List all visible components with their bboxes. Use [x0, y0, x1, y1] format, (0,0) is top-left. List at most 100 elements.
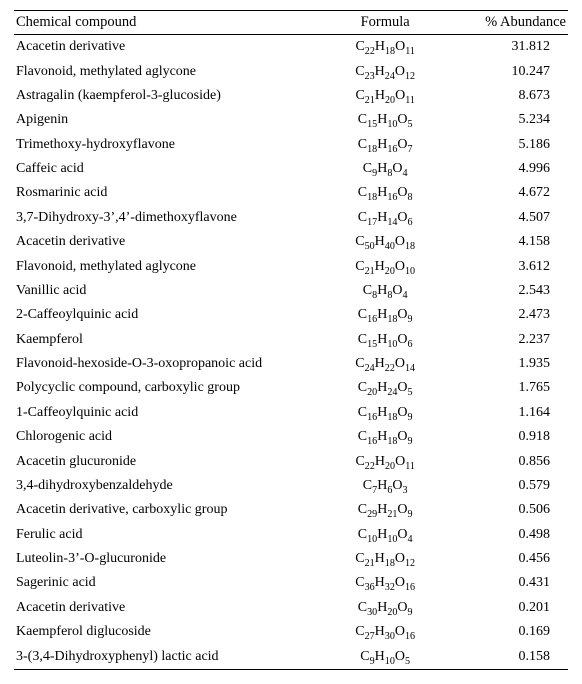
cell-compound: 3-(3,4-Dihydroxyphenyl) lactic acid: [14, 644, 324, 669]
cell-formula: C15H10O5: [324, 108, 446, 132]
cell-compound: 2-Caffeoylquinic acid: [14, 303, 324, 327]
cell-abundance: 0.918: [446, 425, 568, 449]
cell-abundance: 5.234: [446, 108, 568, 132]
table-row: Vanillic acidC8H8O42.543: [14, 279, 568, 303]
table-row: 3-(3,4-Dihydroxyphenyl) lactic acidC9H10…: [14, 644, 568, 669]
cell-abundance: 31.812: [446, 35, 568, 60]
cell-formula: C8H8O4: [324, 279, 446, 303]
table-row: Acacetin glucuronideC22H20O110.856: [14, 449, 568, 473]
cell-compound: 3,7-Dihydroxy-3’,4’-dimethoxyflavone: [14, 206, 324, 230]
cell-compound: Caffeic acid: [14, 157, 324, 181]
table-row: Acacetin derivative, carboxylic groupC29…: [14, 498, 568, 522]
cell-formula: C10H10O4: [324, 523, 446, 547]
cell-abundance: 0.498: [446, 523, 568, 547]
table-row: ApigeninC15H10O55.234: [14, 108, 568, 132]
table-row: Acacetin derivativeC30H20O90.201: [14, 596, 568, 620]
table-row: Acacetin derivativeC50H40O184.158: [14, 230, 568, 254]
table-row: Sagerinic acidC36H32O160.431: [14, 571, 568, 595]
table-row: 1-Caffeoylquinic acidC16H18O91.164: [14, 401, 568, 425]
cell-abundance: 8.673: [446, 84, 568, 108]
cell-abundance: 0.579: [446, 474, 568, 498]
table-row: Flavonoid, methylated aglyconeC23H24O121…: [14, 59, 568, 83]
table-row: Trimethoxy-hydroxyflavoneC18H16O75.186: [14, 133, 568, 157]
cell-compound: Luteolin-3’-O-glucuronide: [14, 547, 324, 571]
table-row: Caffeic acidC9H8O44.996: [14, 157, 568, 181]
table-row: Astragalin (kaempferol-3-glucoside)C21H2…: [14, 84, 568, 108]
cell-abundance: 0.431: [446, 571, 568, 595]
cell-abundance: 4.672: [446, 181, 568, 205]
cell-formula: C16H18O9: [324, 303, 446, 327]
cell-formula: C24H22O14: [324, 352, 446, 376]
cell-formula: C20H24O5: [324, 376, 446, 400]
cell-abundance: 4.507: [446, 206, 568, 230]
cell-abundance: 5.186: [446, 133, 568, 157]
cell-compound: Ferulic acid: [14, 523, 324, 547]
cell-formula: C30H20O9: [324, 596, 446, 620]
cell-compound: Flavonoid, methylated aglycone: [14, 254, 324, 278]
table-row: Acacetin derivativeC22H18O1131.812: [14, 35, 568, 60]
cell-formula: C21H20O11: [324, 84, 446, 108]
cell-compound: Kaempferol: [14, 328, 324, 352]
cell-abundance: 3.612: [446, 254, 568, 278]
cell-abundance: 10.247: [446, 59, 568, 83]
cell-compound: Chlorogenic acid: [14, 425, 324, 449]
cell-formula: C7H6O3: [324, 474, 446, 498]
header-formula: Formula: [324, 11, 446, 35]
cell-abundance: 2.543: [446, 279, 568, 303]
table-row: Kaempferol diglucosideC27H30O160.169: [14, 620, 568, 644]
cell-compound: Flavonoid, methylated aglycone: [14, 59, 324, 83]
table-row: KaempferolC15H10O62.237: [14, 328, 568, 352]
cell-abundance: 2.473: [446, 303, 568, 327]
cell-compound: Acacetin derivative: [14, 596, 324, 620]
cell-abundance: 0.856: [446, 449, 568, 473]
compound-table: Chemical compound Formula % Abundance Ac…: [14, 10, 568, 670]
table-row: 3,4-dihydroxybenzaldehydeC7H6O30.579: [14, 474, 568, 498]
table-row: Ferulic acidC10H10O40.498: [14, 523, 568, 547]
cell-compound: Trimethoxy-hydroxyflavone: [14, 133, 324, 157]
table-row: Polycyclic compound, carboxylic groupC20…: [14, 376, 568, 400]
table-row: Luteolin-3’-O-glucuronideC21H18O120.456: [14, 547, 568, 571]
header-abundance: % Abundance: [446, 11, 568, 35]
cell-compound: Acacetin derivative: [14, 35, 324, 60]
cell-formula: C50H40O18: [324, 230, 446, 254]
cell-formula: C21H20O10: [324, 254, 446, 278]
cell-compound: 3,4-dihydroxybenzaldehyde: [14, 474, 324, 498]
table-row: 2-Caffeoylquinic acidC16H18O92.473: [14, 303, 568, 327]
cell-formula: C16H18O9: [324, 401, 446, 425]
cell-abundance: 0.506: [446, 498, 568, 522]
cell-formula: C23H24O12: [324, 59, 446, 83]
cell-formula: C21H18O12: [324, 547, 446, 571]
cell-compound: Apigenin: [14, 108, 324, 132]
cell-compound: Rosmarinic acid: [14, 181, 324, 205]
cell-formula: C9H10O5: [324, 644, 446, 669]
cell-compound: Sagerinic acid: [14, 571, 324, 595]
cell-compound: Astragalin (kaempferol-3-glucoside): [14, 84, 324, 108]
cell-abundance: 1.164: [446, 401, 568, 425]
table-row: Flavonoid-hexoside-O-3-oxopropanoic acid…: [14, 352, 568, 376]
cell-abundance: 0.158: [446, 644, 568, 669]
cell-formula: C29H21O9: [324, 498, 446, 522]
cell-compound: Polycyclic compound, carboxylic group: [14, 376, 324, 400]
cell-compound: Acacetin derivative: [14, 230, 324, 254]
cell-abundance: 0.456: [446, 547, 568, 571]
cell-formula: C17H14O6: [324, 206, 446, 230]
cell-compound: 1-Caffeoylquinic acid: [14, 401, 324, 425]
cell-abundance: 4.158: [446, 230, 568, 254]
cell-formula: C18H16O8: [324, 181, 446, 205]
cell-compound: Acacetin glucuronide: [14, 449, 324, 473]
cell-compound: Flavonoid-hexoside-O-3-oxopropanoic acid: [14, 352, 324, 376]
cell-formula: C15H10O6: [324, 328, 446, 352]
cell-abundance: 1.765: [446, 376, 568, 400]
cell-formula: C22H18O11: [324, 35, 446, 60]
cell-abundance: 0.169: [446, 620, 568, 644]
cell-compound: Vanillic acid: [14, 279, 324, 303]
cell-abundance: 1.935: [446, 352, 568, 376]
header-row: Chemical compound Formula % Abundance: [14, 11, 568, 35]
cell-compound: Acacetin derivative, carboxylic group: [14, 498, 324, 522]
header-compound: Chemical compound: [14, 11, 324, 35]
table-body: Acacetin derivativeC22H18O1131.812Flavon…: [14, 35, 568, 670]
table-row: Flavonoid, methylated aglyconeC21H20O103…: [14, 254, 568, 278]
table-row: Chlorogenic acidC16H18O90.918: [14, 425, 568, 449]
cell-compound: Kaempferol diglucoside: [14, 620, 324, 644]
cell-abundance: 0.201: [446, 596, 568, 620]
